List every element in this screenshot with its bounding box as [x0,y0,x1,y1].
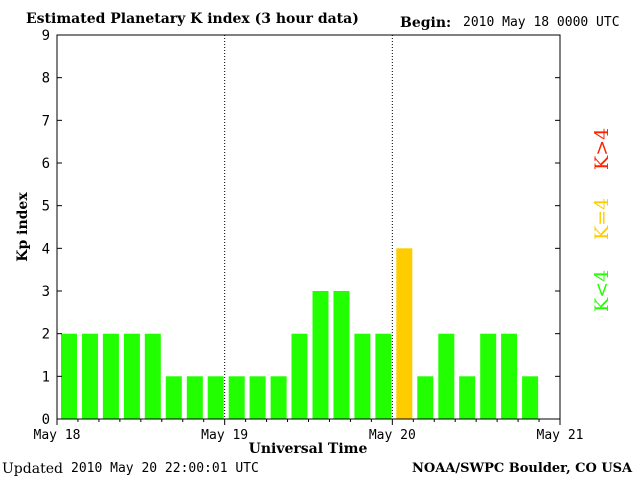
kp-bar [438,333,455,419]
kp-bar [186,376,203,419]
source-credit: NOAA/SWPC Boulder, CO USA [412,461,633,476]
chart-title: Estimated Planetary K index (3 hour data… [26,11,359,27]
legend-low-text: K<4 [591,269,613,312]
begin-value: 2010 May 18 0000 UTC [463,15,620,30]
x-axis: May 18 May 19 May 20 May 21 [34,419,584,443]
legend-high: K>4 [591,128,613,170]
kp-bar [207,376,224,419]
bars-group [61,248,539,419]
kp-bar [375,333,392,419]
updated-value: 2010 May 20 22:00:01 UTC [71,461,259,476]
kp-bar [82,333,98,419]
kp-bar [333,291,350,419]
kp-bar [123,333,140,419]
kp-bar [501,333,518,419]
y-tick-label: 3 [42,284,50,300]
y-tick-label: 7 [42,113,50,129]
kp-bar [396,248,413,419]
begin-label: Begin: [400,15,452,31]
y-tick-label: 2 [42,327,50,343]
kp-bar [61,333,77,419]
y-tick-label: 5 [42,199,50,215]
x-day-label: May 18 [34,428,81,443]
updated-label: Updated [2,461,63,477]
kp-bar [354,333,371,419]
x-day-label: May 19 [201,428,248,443]
y-tick-label: 1 [42,369,50,385]
x-day-label: May 21 [537,428,584,443]
kp-bar [228,376,245,419]
y-tick-label: 6 [42,156,50,172]
kp-bar [522,376,539,419]
y-tick-label: 9 [42,28,50,44]
kp-bar [459,376,476,419]
y-axis: 0 1 2 3 4 5 6 7 8 9 [42,28,560,428]
y-axis-label: Kp index [15,192,31,262]
day-separators [224,35,393,419]
legend-equal: K=4 [591,198,613,240]
kp-bar [102,333,119,419]
y-tick-label: 8 [42,71,50,87]
x-axis-label: Universal Time [249,441,368,457]
kp-bar [417,376,434,419]
kp-bar [165,376,182,419]
kp-bar [480,333,497,419]
y-tick-label: 4 [42,241,50,257]
kp-bar [312,291,329,419]
y-tick-label: 0 [42,412,50,428]
legend-low: K<4 [591,270,613,312]
legend-equal-text: K=4 [591,197,613,240]
kp-bar [291,333,308,419]
kp-bar [144,333,161,419]
legend-high-text: K>4 [591,127,613,170]
kp-bar [249,376,266,419]
kp-bar [270,376,287,419]
x-day-label: May 20 [369,428,416,443]
